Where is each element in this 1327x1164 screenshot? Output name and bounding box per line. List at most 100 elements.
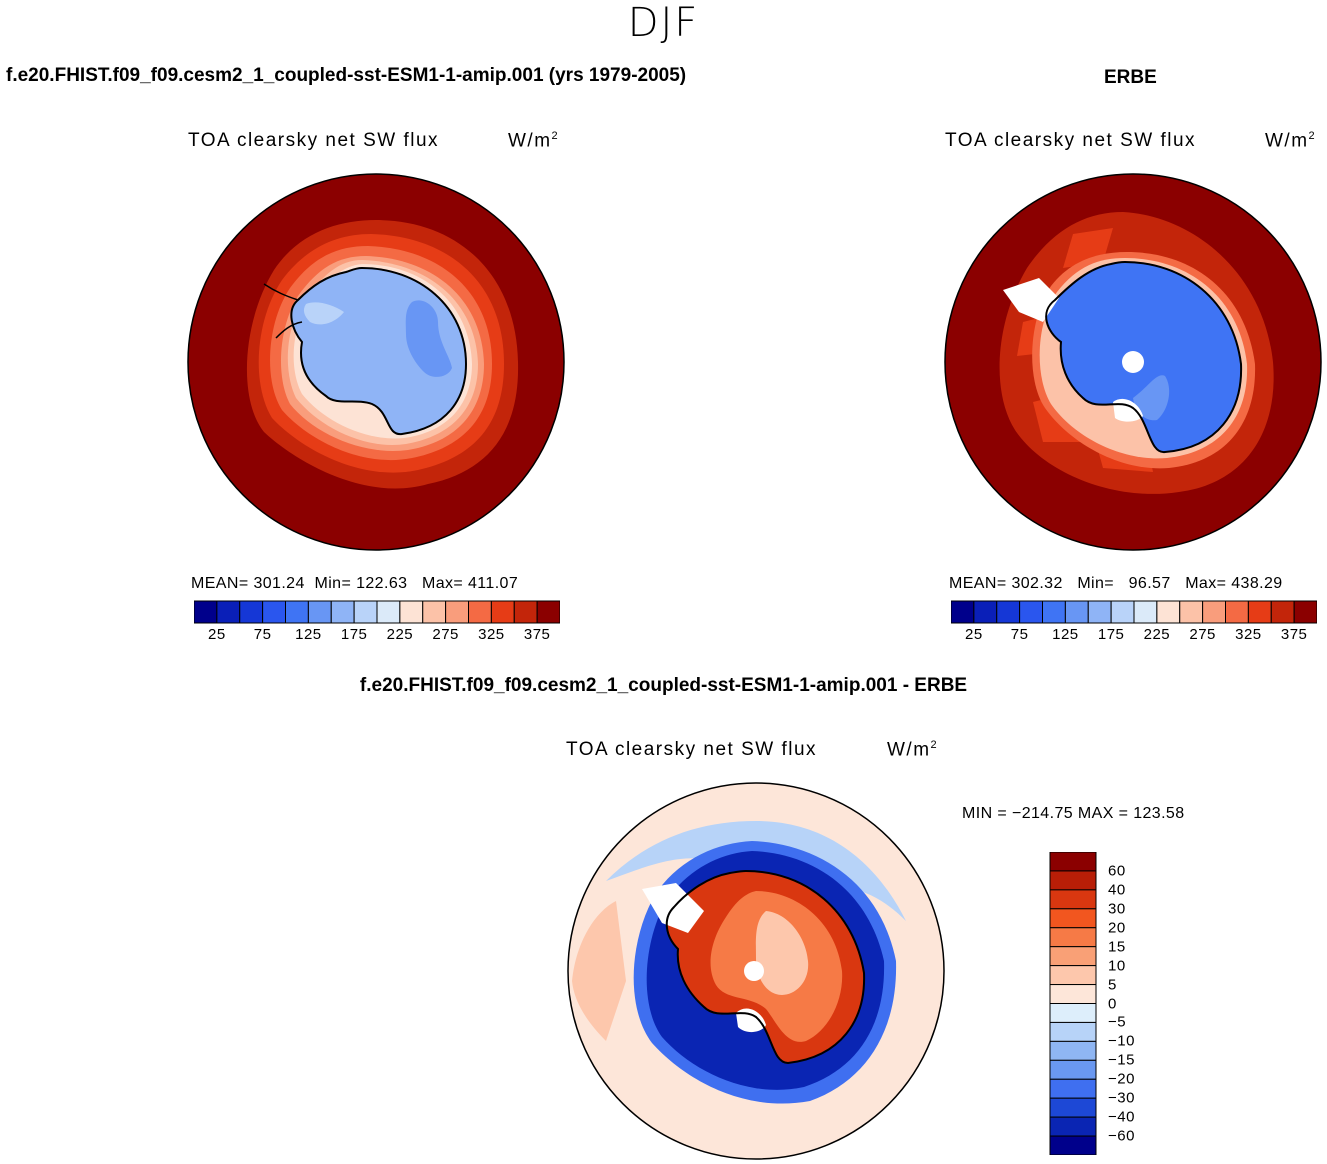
colorbar-swatch	[1049, 889, 1097, 910]
model-min-label: Min=	[314, 575, 352, 592]
colorbar-swatch	[1049, 1040, 1097, 1061]
colorbar-swatch	[1064, 600, 1089, 624]
colorbar-swatch	[1049, 1021, 1097, 1042]
obs-mean-label: MEAN=	[949, 575, 1007, 592]
diff-units: W/m2	[887, 739, 938, 761]
diff-colorbar-ticks: 60 40 30 20 15 10 5 0 −5 −10 −15 −20 −30 −40 −60	[1100, 852, 1180, 1155]
colorbar-swatch	[216, 600, 241, 624]
diff-polar-map	[567, 782, 945, 1160]
colorbar-swatch	[1179, 600, 1204, 624]
colorbar-tick-label: 325	[1235, 626, 1262, 643]
colorbar-tick-label: 40	[1108, 881, 1126, 899]
obs-variable-title: TOA clearsky net SW flux	[945, 130, 1197, 151]
colorbar-swatch	[422, 600, 447, 624]
model-variable-title: TOA clearsky net SW flux	[188, 130, 440, 151]
colorbar-swatch	[445, 600, 469, 624]
model-colorbar-ticks: 25 75 125 175 225 275 325 375	[194, 626, 560, 646]
colorbar-swatch	[262, 600, 286, 624]
diff-west-warm	[572, 901, 626, 1041]
colorbar-swatch	[1110, 600, 1135, 624]
model-units-exp: 2	[551, 130, 560, 142]
colorbar-swatch	[307, 600, 332, 624]
diff-interior-peak	[755, 911, 809, 995]
colorbar-swatch	[1049, 1116, 1097, 1137]
colorbar-tick-label: −60	[1108, 1127, 1135, 1145]
colorbar-tick-label: 5	[1108, 976, 1117, 994]
colorbar-swatch	[1049, 946, 1097, 967]
colorbar-swatch	[1202, 600, 1226, 624]
colorbar-tick-label: 20	[1108, 919, 1126, 937]
colorbar-tick-label: 225	[1143, 626, 1171, 643]
colorbar-swatch	[536, 600, 560, 624]
model-case-title: f.e20.FHIST.f09_f09.cesm2_1_coupled-sst-…	[6, 65, 687, 86]
colorbar-tick-label: 375	[523, 626, 551, 643]
colorbar-tick-label: 30	[1108, 900, 1126, 918]
colorbar-swatch	[194, 600, 218, 624]
colorbar-swatch	[399, 600, 424, 624]
model-max-value: 411.07	[468, 575, 519, 592]
colorbar-tick-label: 25	[208, 626, 226, 643]
obs-max-label: Max=	[1185, 575, 1227, 592]
model-map-border	[187, 173, 565, 551]
colorbar-swatch	[1049, 965, 1097, 986]
obs-units-exp: 2	[1308, 130, 1317, 142]
colorbar-swatch	[353, 600, 378, 624]
colorbar-tick-label: 75	[1010, 626, 1029, 643]
model-mean-value: 301.24	[253, 575, 305, 592]
colorbar-swatch	[1156, 600, 1181, 624]
colorbar-swatch	[1049, 870, 1097, 891]
model-polar-map	[187, 173, 565, 551]
colorbar-swatch	[973, 600, 998, 624]
obs-stats: MEAN= 302.32 Min= 96.57 Max= 438.29	[949, 575, 1283, 593]
diff-missing-ross	[736, 1008, 766, 1033]
model-peninsula-pale	[303, 302, 344, 325]
colorbar-tick-label: 10	[1108, 957, 1126, 975]
colorbar-swatch	[1293, 600, 1317, 624]
model-colorbar	[194, 600, 560, 624]
diff-units-base: W/m	[887, 739, 931, 761]
colorbar-tick-label: 175	[1097, 626, 1125, 643]
diff-variable-title: TOA clearsky net SW flux	[566, 739, 818, 760]
colorbar-swatch	[951, 600, 975, 624]
colorbar-swatch	[1049, 927, 1097, 948]
colorbar-swatch	[285, 600, 309, 624]
obs-polar-map	[944, 173, 1322, 551]
colorbar-tick-label: 275	[432, 626, 459, 643]
obs-missing-peninsula	[1003, 278, 1059, 322]
obs-pole-hole	[1122, 351, 1144, 373]
colorbar-tick-label: 0	[1108, 995, 1117, 1012]
model-mean-label: MEAN=	[191, 575, 249, 592]
obs-max-value: 438.29	[1231, 575, 1283, 592]
diff-pole-hole	[744, 961, 764, 981]
colorbar-tick-label: −40	[1108, 1108, 1135, 1126]
obs-units-base: W/m	[1265, 130, 1309, 152]
diff-map-border	[567, 782, 945, 1160]
obs-min-label: Min=	[1077, 575, 1115, 592]
colorbar-swatch	[1049, 908, 1097, 929]
obs-mean-value: 302.32	[1011, 575, 1063, 592]
colorbar-tick-label: 25	[965, 626, 983, 643]
colorbar-swatch	[1019, 600, 1043, 624]
colorbar-swatch	[513, 600, 538, 624]
colorbar-tick-label: 275	[1189, 626, 1216, 643]
colorbar-swatch	[1133, 600, 1158, 624]
diff-north-pale	[606, 821, 906, 921]
colorbar-swatch	[996, 600, 1021, 624]
obs-coastline	[1045, 260, 1243, 453]
colorbar-swatch	[1225, 600, 1249, 624]
colorbar-tick-label: 225	[386, 626, 414, 643]
model-peninsula-coast	[263, 283, 303, 339]
diff-minmax: MIN = −214.75 MAX = 123.58	[962, 805, 1185, 822]
colorbar-tick-label: 175	[340, 626, 368, 643]
model-interior-low	[405, 300, 452, 377]
colorbar-tick-label: −10	[1108, 1032, 1135, 1050]
colorbar-swatch	[1049, 1135, 1097, 1155]
model-units: W/m2	[508, 130, 559, 152]
colorbar-swatch	[1049, 984, 1097, 1004]
model-max-label: Max=	[421, 575, 464, 592]
colorbar-tick-label: 125	[1052, 626, 1079, 643]
obs-map-border	[944, 173, 1322, 551]
obs-antarctica	[1046, 262, 1242, 453]
colorbar-swatch	[1247, 600, 1272, 624]
colorbar-swatch	[376, 600, 401, 624]
